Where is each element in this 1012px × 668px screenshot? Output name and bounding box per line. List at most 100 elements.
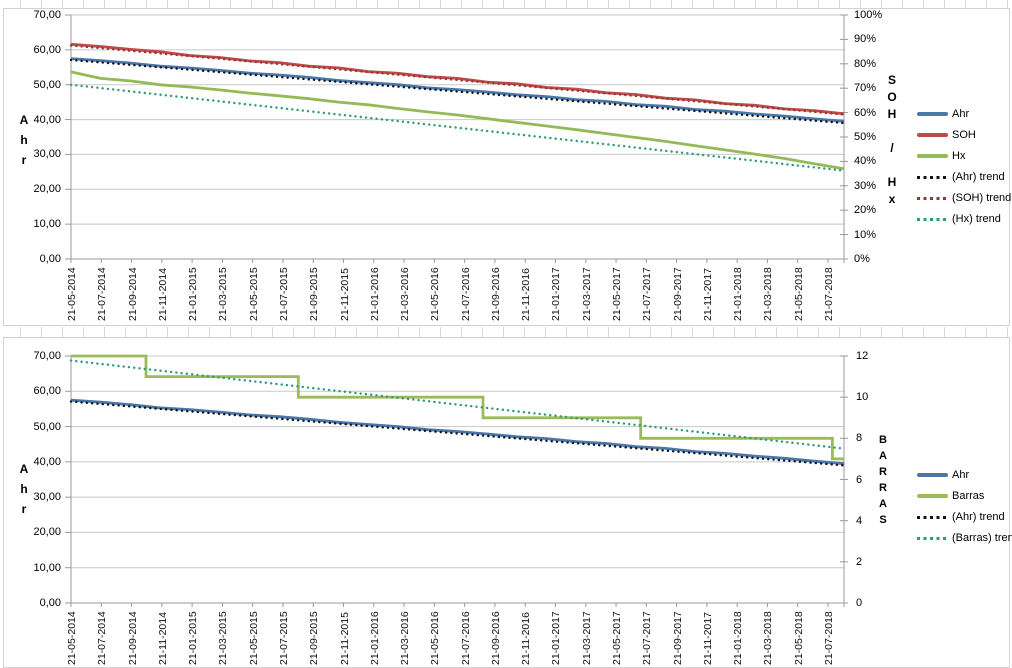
y-tick-label-right: 80% bbox=[854, 57, 877, 70]
barras-chart[interactable]: Ahr BARRAS 70,00 60,00 50,00 40,00 30,00 20,0… bbox=[3, 337, 1012, 668]
x-tick-label: 21-09-2017 bbox=[671, 267, 684, 321]
x-tick-label: 21-07-2018 bbox=[823, 611, 835, 665]
x-tick-label: 21-11-2017 bbox=[701, 268, 714, 321]
y-tick-label-left: 30,00 bbox=[33, 148, 61, 161]
right-axis-title: SOH / Hx bbox=[885, 73, 899, 209]
legend-label: (Hx) trend bbox=[952, 212, 1001, 225]
x-tick-label: 21-01-2017 bbox=[550, 267, 563, 321]
x-tick-label: 21-05-2017 bbox=[611, 611, 624, 665]
legend-label: Ahr bbox=[952, 468, 970, 481]
x-tick-label: 21-07-2014 bbox=[96, 267, 109, 321]
x-tick-label: 21-01-2015 bbox=[187, 267, 200, 321]
legend-item-soh[interactable]: SOH bbox=[917, 128, 976, 142]
legend-label: (Ahr) trend bbox=[952, 170, 1005, 183]
x-tick-label: 21-03-2016 bbox=[399, 611, 412, 665]
legend-swatch-ahr bbox=[917, 473, 948, 477]
x-tick-label: 21-01-2018 bbox=[732, 267, 745, 321]
y-tick-label-right: 10% bbox=[854, 228, 877, 241]
y-tick-label-right: 100% bbox=[854, 9, 883, 21]
left-axis-title: Ahr bbox=[17, 113, 31, 173]
x-tick-label: 21-09-2015 bbox=[308, 611, 321, 665]
x-tick-label: 21-09-2014 bbox=[126, 611, 139, 665]
y-tick-label-left: 20,00 bbox=[33, 183, 61, 196]
legend-item-hx-trend[interactable]: (Hx) trend bbox=[917, 212, 1001, 226]
series-ahr-trend-line bbox=[69, 58, 846, 125]
x-tick-label: 21-03-2015 bbox=[217, 611, 230, 665]
y-tick-label-left: 0,00 bbox=[39, 253, 61, 265]
x-tick-label: 21-11-2015 bbox=[338, 612, 351, 665]
legend-swatch-barras-trend bbox=[917, 536, 948, 540]
y-tick-label-left: 10,00 bbox=[33, 218, 61, 231]
y-tick-label-right: 12 bbox=[856, 350, 869, 362]
series-hx-trend-line bbox=[69, 83, 846, 172]
y-tick-label-right: 40% bbox=[854, 155, 877, 168]
x-tick-label: 21-01-2017 bbox=[550, 611, 563, 665]
legend-swatch-hx bbox=[917, 154, 948, 158]
y-tick-label-right: 6 bbox=[856, 473, 863, 486]
x-tick-label: 21-03-2015 bbox=[217, 267, 230, 321]
series-ahr-line bbox=[70, 57, 845, 123]
legend-item-barras[interactable]: Barras bbox=[917, 489, 984, 503]
legend-item-hx[interactable]: Hx bbox=[917, 149, 965, 163]
x-tick-label: 21-05-2016 bbox=[429, 611, 442, 665]
x-tick-label: 21-07-2014 bbox=[96, 611, 109, 665]
x-tick-label: 21-11-2017 bbox=[701, 612, 714, 665]
y-tick-label-right: 70% bbox=[854, 82, 877, 95]
legend-swatch-ahr-trend bbox=[917, 515, 948, 519]
y-tick-label-right: 8 bbox=[856, 432, 863, 445]
x-tick-label: 21-03-2017 bbox=[580, 611, 593, 665]
legend-item-ahr[interactable]: Ahr bbox=[917, 468, 969, 482]
x-tick-label: 21-07-2018 bbox=[823, 267, 835, 321]
x-tick-label: 21-11-2014 bbox=[156, 268, 169, 321]
plot-area bbox=[65, 14, 848, 263]
x-tick-label: 21-05-2018 bbox=[792, 611, 805, 665]
x-tick-label: 21-05-2018 bbox=[792, 267, 805, 321]
series-barras-line bbox=[71, 354, 844, 461]
x-tick-label: 21-05-2014 bbox=[66, 267, 78, 321]
x-tick-label: 21-07-2017 bbox=[641, 611, 654, 665]
plot-area bbox=[65, 354, 848, 607]
x-tick-label: 21-03-2018 bbox=[762, 267, 775, 321]
y-tick-label-left: 30,00 bbox=[33, 491, 61, 504]
legend-swatch-ahr bbox=[917, 112, 948, 116]
spreadsheet-gridline-strip-top bbox=[0, 0, 1012, 8]
legend-swatch-barras bbox=[917, 494, 948, 498]
series-hx-line bbox=[70, 70, 845, 171]
legend-swatch-soh-trend bbox=[917, 196, 948, 200]
legend-label: Hx bbox=[952, 149, 966, 162]
legend-item-soh-trend[interactable]: (SOH) trend bbox=[917, 191, 1011, 205]
x-tick-label: 21-05-2015 bbox=[247, 267, 260, 321]
x-tick-label: 21-03-2016 bbox=[399, 267, 412, 321]
y-tick-label-left: 50,00 bbox=[33, 420, 61, 433]
y-tick-label-left: 20,00 bbox=[33, 526, 61, 539]
legend-label: Barras bbox=[952, 489, 985, 502]
x-tick-label: 21-01-2015 bbox=[187, 611, 200, 665]
y-tick-label-left: 10,00 bbox=[33, 561, 61, 574]
legend-item-barras-trend[interactable]: (Barras) trend bbox=[917, 531, 1012, 545]
x-tick-label: 21-03-2017 bbox=[580, 267, 593, 321]
legend-item-ahr-trend[interactable]: (Ahr) trend bbox=[917, 510, 1005, 524]
legend-item-ahr[interactable]: Ahr bbox=[917, 107, 969, 121]
series-ahr-trend-line bbox=[69, 400, 846, 467]
x-tick-label: 21-01-2016 bbox=[368, 267, 381, 321]
soh-hx-chart[interactable]: Ahr SOH / Hx 70,00 60,00 50,00 40,00 30,00 20… bbox=[3, 8, 1011, 326]
y-tick-label-left: 40,00 bbox=[33, 455, 61, 468]
y-tick-label-left: 50,00 bbox=[33, 78, 61, 91]
y-tick-label-left: 70,00 bbox=[33, 9, 61, 21]
x-tick-label: 21-05-2014 bbox=[66, 611, 78, 665]
x-tick-label: 21-07-2015 bbox=[277, 267, 290, 321]
legend-swatch-soh bbox=[917, 133, 948, 137]
legend-label: (SOH) trend bbox=[952, 191, 1012, 204]
legend-item-ahr-trend[interactable]: (Ahr) trend bbox=[917, 170, 1005, 184]
y-tick-label-right: 90% bbox=[854, 33, 877, 46]
x-tick-label: 21-11-2016 bbox=[520, 268, 533, 321]
series-barras-trend-line bbox=[69, 359, 846, 450]
y-tick-label-right: 60% bbox=[854, 106, 877, 119]
x-tick-label: 21-11-2015 bbox=[338, 268, 351, 321]
legend-label: (Barras) trend bbox=[952, 531, 1012, 544]
x-tick-label: 21-07-2016 bbox=[459, 611, 472, 665]
y-tick-label-left: 60,00 bbox=[33, 385, 61, 398]
x-tick-label: 21-09-2016 bbox=[489, 611, 502, 665]
y-tick-label-right: 20% bbox=[854, 204, 877, 217]
